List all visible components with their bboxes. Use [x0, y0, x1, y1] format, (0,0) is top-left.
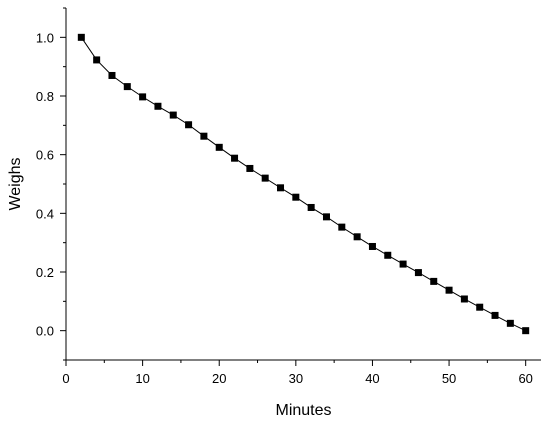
data-point: [154, 102, 162, 110]
data-point: [108, 71, 116, 79]
x-tick-label: 40: [365, 371, 379, 386]
x-tick-label: 0: [62, 371, 69, 386]
data-point: [261, 174, 269, 182]
data-point: [93, 56, 101, 64]
y-tick-label: 0.0: [36, 324, 54, 339]
series-line: [80, 37, 526, 332]
y-axis-title: Weighs: [7, 157, 24, 210]
data-point: [292, 193, 300, 201]
x-axis-title: Minutes: [275, 402, 331, 419]
data-point: [231, 154, 239, 162]
data-point: [169, 111, 177, 119]
data-point: [460, 295, 468, 303]
axes: [65, 8, 541, 361]
data-point: [414, 269, 422, 277]
data-point: [399, 260, 407, 268]
data-point: [506, 319, 514, 327]
data-point: [307, 203, 315, 211]
data-point: [353, 233, 361, 241]
x-tick-label: 20: [212, 371, 226, 386]
y-tick-label: 0.8: [36, 89, 54, 104]
y-tick-label: 0.6: [36, 148, 54, 163]
data-point: [522, 327, 530, 335]
data-point: [123, 83, 131, 91]
data-point: [338, 223, 346, 231]
data-point: [491, 311, 499, 319]
data-point: [77, 33, 85, 41]
data-point: [476, 303, 484, 311]
x-axis-ticks: 0 10 20 30 40 50 60: [62, 360, 533, 386]
data-point: [430, 277, 438, 285]
data-point: [322, 213, 330, 221]
x-tick-label: 60: [518, 371, 532, 386]
data-point: [384, 251, 392, 259]
y-tick-label: 0.2: [36, 265, 54, 280]
y-tick-label: 1.0: [36, 30, 54, 45]
data-markers: [77, 33, 530, 335]
data-point: [445, 286, 453, 294]
data-point: [215, 143, 223, 151]
x-tick-label: 30: [289, 371, 303, 386]
data-point: [368, 242, 376, 250]
data-point: [277, 184, 285, 192]
data-point: [185, 121, 193, 129]
x-tick-label: 10: [135, 371, 149, 386]
data-point: [246, 164, 254, 172]
data-point: [200, 132, 208, 140]
y-axis-ticks: 0.0 0.2 0.4 0.6 0.8 1.0: [36, 7, 66, 361]
y-tick-label: 0.4: [36, 206, 54, 221]
x-tick-label: 50: [442, 371, 456, 386]
data-point: [139, 93, 147, 101]
